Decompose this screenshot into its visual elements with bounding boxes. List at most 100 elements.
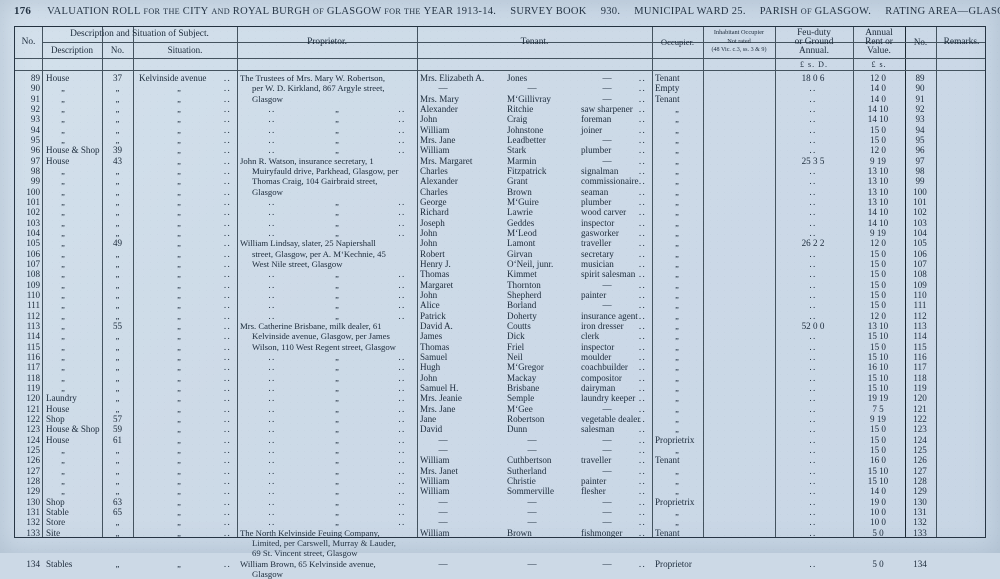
row-occupation: wood carver	[581, 207, 627, 218]
row-occupier: „	[675, 506, 679, 517]
row-tenant-surname: Ritchie	[507, 103, 534, 114]
proprietor-line: Glasgow	[252, 186, 283, 197]
proprietor-line: Mrs. Catherine Brisbane, milk dealer, 61	[240, 320, 382, 331]
row-occupation: —	[602, 506, 612, 517]
row-feu-duty: ..	[809, 403, 817, 414]
row-number-left: 110	[26, 289, 40, 300]
proprietor-dots: ..	[398, 134, 406, 145]
proprietor-dots: ..	[398, 382, 406, 393]
row-feu-duty: ..	[809, 506, 817, 517]
row-tenant-dots: ..	[638, 155, 647, 166]
row-situation-dots: ..	[223, 279, 232, 290]
row-annual-value: 13 10	[867, 186, 889, 197]
row-number-left: 116	[26, 351, 40, 362]
header-proprietor: Proprietor.	[307, 37, 347, 47]
masthead: 176 VALUATION ROLL for the CITY and ROYA…	[0, 0, 1000, 22]
row-tenant-surname: —	[527, 517, 537, 528]
proprietor-ditto: „	[335, 496, 339, 507]
row-desc-number: „	[115, 341, 120, 352]
row-tenant-dots: ..	[638, 444, 647, 455]
header-no-right: No.	[913, 37, 928, 47]
roll-table: No. Description and Situation of Subject…	[14, 26, 986, 579]
row-number-left: 129	[26, 486, 40, 497]
row-occupation: —	[602, 465, 612, 476]
row-tenant-firstname: —	[438, 506, 448, 517]
row-situation-dots: ..	[223, 165, 232, 176]
row-description: „	[61, 176, 65, 187]
row-tenant-surname: MʻGuire	[507, 196, 539, 207]
row-occupation: —	[602, 73, 612, 83]
row-situation-dots: ..	[223, 506, 232, 517]
row-desc-number: „	[115, 124, 120, 135]
row-occupation: gasworker	[581, 227, 619, 238]
row-occupation: traveller	[581, 238, 612, 249]
row-feu-duty: ..	[809, 434, 817, 445]
row-description: „	[61, 331, 65, 342]
row-situation-dots: ..	[223, 73, 232, 83]
row-situation: „	[177, 289, 181, 300]
row-description: „	[61, 165, 65, 176]
proprietor-dots: ..	[268, 393, 276, 404]
proprietor-dots: ..	[398, 475, 406, 486]
proprietor-dots: ..	[398, 196, 406, 207]
row-tenant-surname: Brown	[507, 527, 532, 538]
row-tenant-firstname: William	[420, 124, 450, 135]
row-number-left: 101	[26, 196, 40, 207]
row-situation: „	[177, 227, 181, 238]
proprietor-dots: ..	[268, 279, 276, 290]
row-tenant-firstname: Mrs. Margaret	[420, 155, 473, 166]
row-annual-value: 13 10	[867, 176, 889, 187]
row-number-left: 120	[26, 393, 40, 404]
row-situation-dots: ..	[223, 424, 232, 435]
row-description: „	[61, 134, 65, 145]
row-occupation: painter	[581, 289, 607, 300]
row-tenant-surname: Stark	[507, 145, 527, 156]
header-remarks: Remarks.	[943, 37, 980, 47]
row-desc-number: „	[115, 258, 120, 269]
row-tenant-firstname: Mrs. Elizabeth A.	[420, 73, 485, 83]
row-tenant-surname: —	[527, 83, 537, 94]
row-tenant-firstname: —	[438, 558, 448, 569]
row-feu-duty: ..	[809, 248, 817, 259]
row-situation: „	[177, 258, 181, 269]
proprietor-line: William Lindsay, slater, 25 Napiershall	[240, 238, 376, 249]
row-tenant-firstname: John	[420, 114, 438, 125]
row-tenant-firstname: Alice	[420, 300, 440, 311]
row-desc-number: „	[115, 165, 120, 176]
row-number-right: 99	[915, 176, 925, 187]
row-desc-number: „	[115, 331, 120, 342]
proprietor-dots: ..	[398, 517, 406, 528]
row-number-right: 112	[913, 310, 927, 321]
row-feu-duty: ..	[809, 382, 817, 393]
row-occupier: „	[675, 227, 679, 238]
row-description: „	[61, 93, 65, 104]
row-situation: „	[177, 465, 181, 476]
row-tenant-dots: ..	[638, 279, 647, 290]
row-tenant-surname: Sommerville	[507, 486, 554, 497]
row-feu-duty: ..	[809, 331, 817, 342]
row-situation-dots: ..	[223, 444, 232, 455]
row-number-left: 111	[27, 300, 40, 311]
row-number-left: 99	[30, 176, 40, 187]
row-tenant-surname: Mackay	[507, 372, 537, 383]
proprietor-ditto: „	[335, 475, 339, 486]
row-number-left: 117	[26, 362, 40, 373]
row-tenant-firstname: Mrs. Jeanie	[420, 393, 462, 404]
row-situation-dots: ..	[223, 248, 232, 259]
row-tenant-dots: ..	[638, 413, 647, 424]
proprietor-dots: ..	[398, 289, 406, 300]
row-number-left: 108	[26, 269, 40, 280]
row-description: House	[46, 434, 70, 445]
row-tenant-dots: ..	[638, 455, 647, 466]
row-situation-dots: ..	[223, 403, 232, 414]
row-occupier: „	[675, 320, 679, 331]
row-occupier: Proprietrix	[655, 434, 695, 445]
row-tenant-surname: Neil	[507, 351, 523, 362]
row-tenant-surname: Lawrie	[507, 207, 533, 218]
row-number-right: 98	[915, 165, 925, 176]
row-tenant-firstname: John	[420, 227, 438, 238]
row-occupier: „	[675, 176, 679, 187]
row-annual-value: 15 10	[867, 331, 889, 342]
row-tenant-surname: Craig	[507, 114, 528, 125]
row-tenant-dots: ..	[638, 186, 647, 197]
